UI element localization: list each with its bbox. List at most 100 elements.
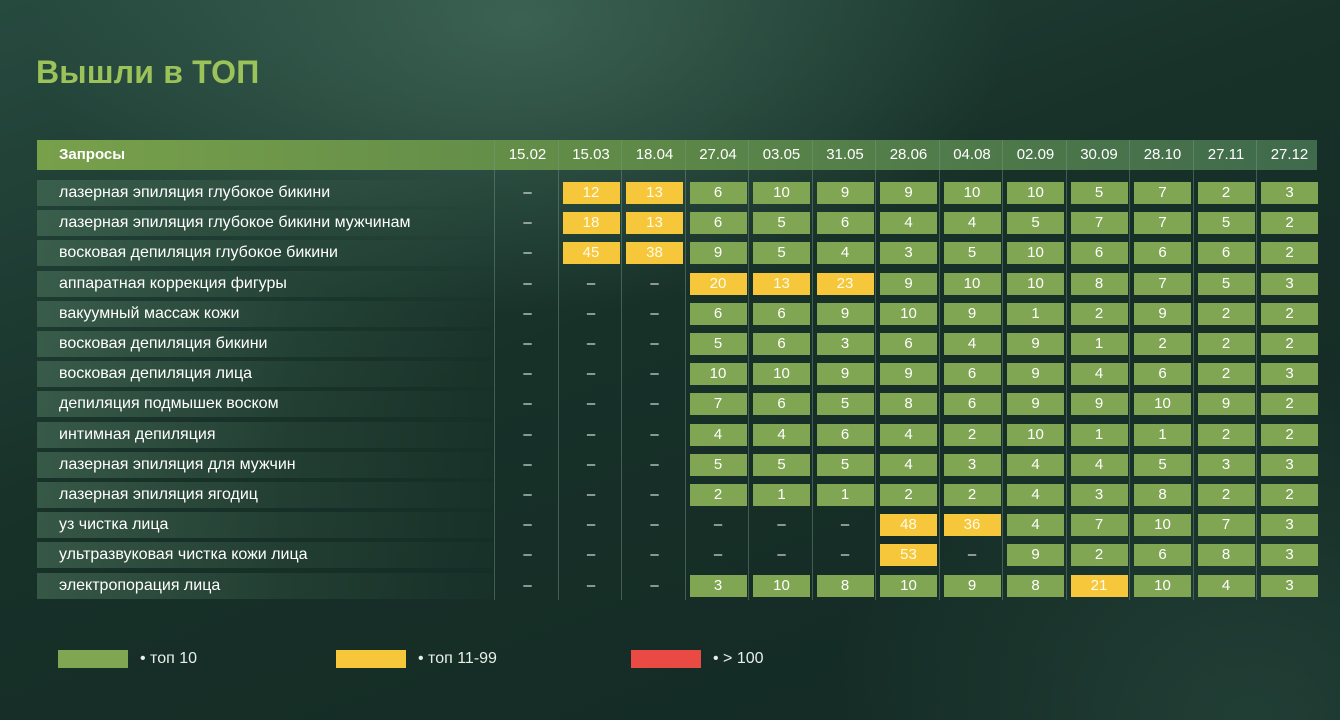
rank-cell: – — [586, 425, 596, 443]
rank-cell: 5 — [1134, 453, 1191, 476]
table-row: депиляция подмышек воском — [37, 391, 493, 418]
rank-cell: – — [840, 516, 850, 534]
rank-cell: 6 — [880, 333, 937, 355]
rank-cell: 10 — [1007, 242, 1064, 265]
rank-cell: – — [523, 184, 532, 201]
rank-cell: – — [967, 546, 977, 564]
rank-cell: 20 — [689, 272, 747, 295]
rank-cell: – — [586, 395, 596, 413]
query-label: вакуумный массаж кожи — [59, 304, 240, 322]
rank-cell: 2 — [1261, 393, 1318, 416]
rank-cell: 1 — [816, 484, 874, 506]
rank-cell: 4 — [1070, 363, 1128, 386]
rank-cell: – — [523, 395, 532, 413]
rank-cell: 5 — [1007, 212, 1064, 235]
header-date: 02.09 — [1016, 146, 1055, 163]
header-date: 28.10 — [1143, 146, 1182, 163]
query-label: уз чистка лица — [59, 516, 169, 534]
rank-cell: – — [713, 546, 723, 564]
rank-cell: 9 — [689, 242, 747, 265]
header-date: 30.09 — [1080, 146, 1118, 163]
rank-cell: 10 — [753, 363, 810, 386]
rank-cell: 9 — [816, 182, 874, 204]
table-row: восковая депиляция глубокое бикини — [37, 240, 493, 267]
rank-cell: 1 — [753, 484, 810, 506]
rank-cell: – — [586, 304, 596, 322]
table-row: вакуумный массаж кожи — [37, 300, 493, 327]
rank-cell: 5 — [943, 242, 1001, 265]
header-date: 15.03 — [572, 146, 610, 163]
rank-cell: 3 — [1261, 182, 1318, 204]
rank-cell: 6 — [1134, 242, 1191, 265]
column-divider — [1192, 140, 1194, 600]
rank-cell: 5 — [689, 333, 747, 355]
rank-cell: – — [586, 455, 596, 473]
query-label: электропорация лица — [59, 576, 221, 594]
query-label: восковая депиляция бикини — [59, 335, 268, 352]
rank-cell: 3 — [880, 242, 937, 265]
rank-cell: – — [650, 486, 659, 503]
rank-cell: 6 — [753, 302, 810, 325]
rank-cell: 9 — [880, 363, 937, 386]
rank-cell: – — [523, 576, 532, 594]
rank-cell: 3 — [689, 574, 747, 597]
query-label: интимная депиляция — [59, 425, 216, 443]
rank-cell: 2 — [1197, 423, 1255, 446]
rank-cell: 2 — [1197, 363, 1255, 386]
legend-label: • топ 10 — [140, 650, 197, 667]
rank-cell: 6 — [816, 212, 874, 235]
column-divider — [494, 140, 495, 600]
rank-cell: 2 — [1197, 182, 1255, 204]
rank-cell: 6 — [943, 363, 1001, 386]
rank-cell: 4 — [1007, 514, 1064, 537]
rank-cell: – — [586, 335, 596, 352]
rank-cell: – — [523, 455, 532, 473]
rank-cell: 3 — [1261, 363, 1318, 386]
rank-cell: – — [840, 546, 850, 564]
legend-swatch — [631, 650, 701, 668]
rank-cell: 9 — [943, 302, 1001, 325]
rank-cell: – — [523, 516, 532, 534]
rank-cell: 2 — [943, 484, 1001, 506]
rank-cell: – — [650, 455, 659, 473]
rank-cell: 6 — [689, 302, 747, 325]
rank-cell: 21 — [1070, 574, 1128, 597]
rank-cell: 8 — [816, 574, 874, 597]
query-label: лазерная эпиляция ягодиц — [59, 486, 258, 503]
rank-cell: 10 — [753, 574, 810, 597]
header-date: 28.06 — [889, 146, 928, 163]
rank-cell: 2 — [1261, 484, 1318, 506]
rank-cell: 6 — [753, 333, 810, 355]
page-title: Вышли в ТОП — [36, 54, 260, 90]
table-row: аппаратная коррекция фигуры — [37, 270, 493, 297]
header-date: 04.08 — [953, 146, 991, 163]
legend-swatch — [58, 650, 128, 668]
column-divider — [1065, 140, 1067, 600]
rank-cell: 4 — [880, 212, 937, 235]
header-date: 27.11 — [1207, 146, 1245, 163]
table-row: лазерная эпиляция для мужчин — [37, 451, 493, 478]
rank-cell: 6 — [816, 423, 874, 446]
header-date: 27.12 — [1270, 146, 1309, 163]
rank-cell: 9 — [943, 574, 1001, 597]
legend-label: • > 100 — [713, 650, 764, 667]
header-date: 18.04 — [635, 146, 674, 163]
rank-cell: – — [586, 516, 596, 534]
query-label: ультразвуковая чистка кожи лица — [59, 546, 308, 564]
rank-cell: 8 — [1070, 272, 1128, 295]
rank-cell: 48 — [880, 514, 937, 537]
rank-cell: – — [650, 304, 659, 322]
rank-cell: 5 — [1197, 212, 1255, 235]
rank-cell: 6 — [1134, 544, 1191, 567]
query-label: лазерная эпиляция для мужчин — [59, 455, 296, 473]
query-label: лазерная эпиляция глубокое бикини — [59, 184, 331, 201]
rank-cell: 4 — [943, 212, 1001, 235]
rank-cell: 6 — [1134, 363, 1191, 386]
rank-cell: 7 — [689, 393, 747, 416]
rank-cell: – — [586, 486, 596, 503]
column-divider — [621, 140, 622, 600]
rank-cell: 7 — [1070, 212, 1128, 235]
rank-cell: 3 — [1197, 453, 1255, 476]
rank-cell: 9 — [1007, 333, 1064, 355]
header-date: 03.05 — [762, 146, 801, 163]
